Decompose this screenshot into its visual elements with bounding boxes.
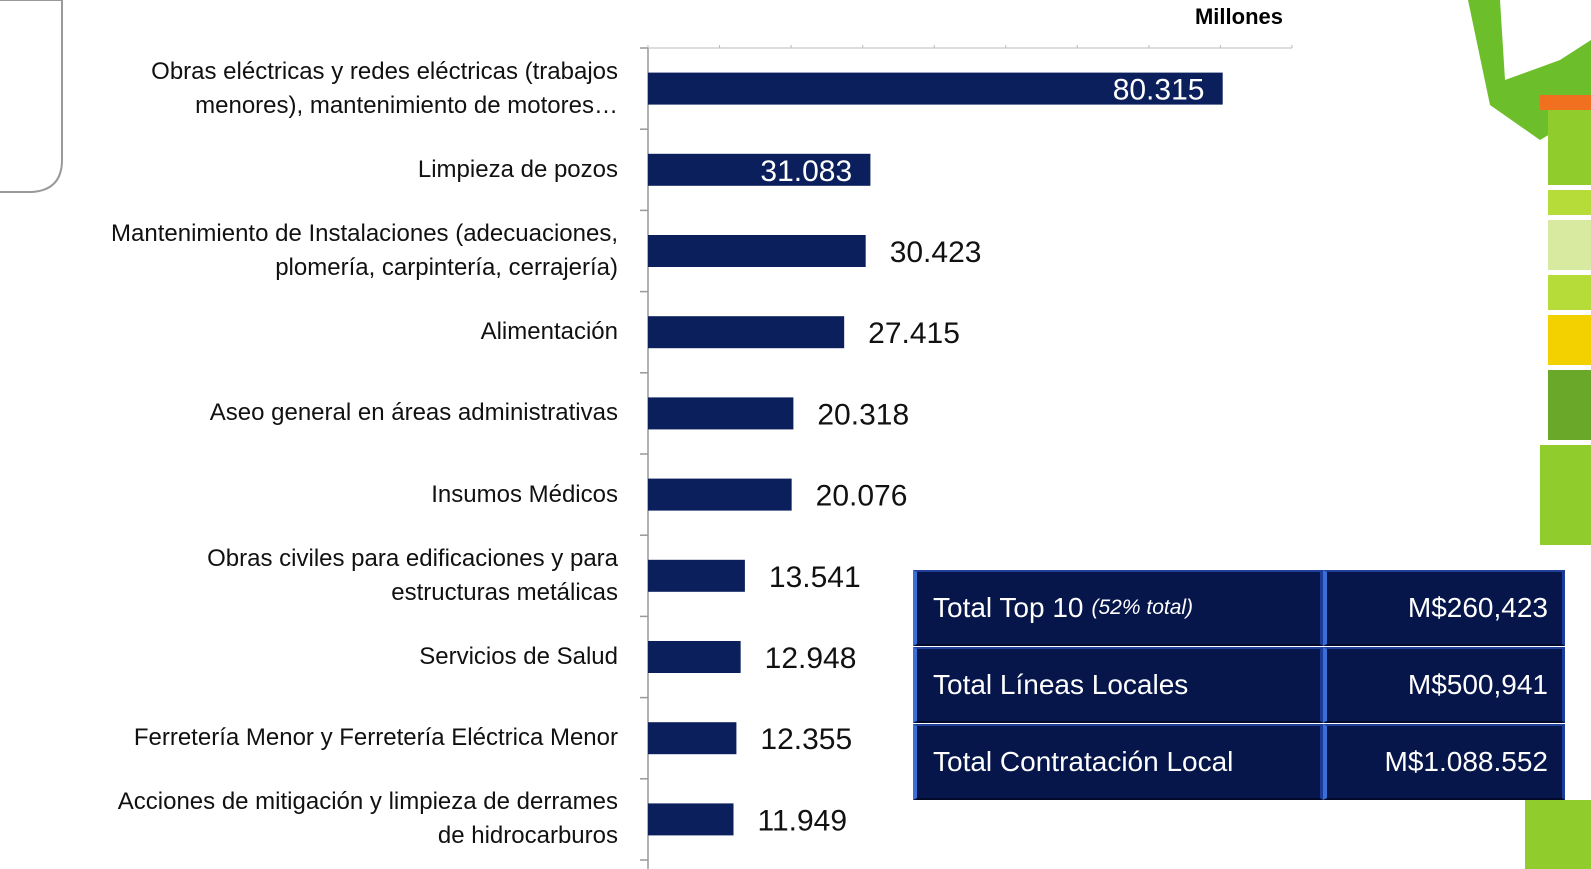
category-label: Aseo general en áreas administrativas bbox=[209, 399, 618, 427]
row-label-cell: Total Top 10 (52% total) bbox=[913, 570, 1323, 646]
category-label: Alimentación bbox=[480, 318, 618, 346]
value-label: 12.355 bbox=[760, 723, 852, 756]
bar bbox=[648, 559, 745, 592]
row-value: M$260,423 bbox=[1323, 570, 1565, 646]
bar bbox=[648, 397, 794, 430]
bar bbox=[648, 478, 792, 511]
totals-table: Total Top 10 (52% total) M$260,423 Total Lí… bbox=[913, 570, 1565, 801]
table-row: Total Líneas Locales M$500,941 bbox=[913, 647, 1565, 723]
category-label: Acciones de mitigación y limpieza de der… bbox=[117, 788, 618, 850]
category-label: Insumos Médicos bbox=[431, 480, 618, 508]
panel-outline bbox=[0, 0, 63, 193]
table-row: Total Top 10 (52% total) M$260,423 bbox=[913, 570, 1565, 646]
value-label: 20.076 bbox=[816, 480, 908, 513]
bar bbox=[648, 72, 1223, 105]
row-label-cell: Total Líneas Locales bbox=[913, 647, 1323, 723]
value-label: 20.318 bbox=[817, 398, 909, 431]
bar bbox=[648, 316, 845, 349]
value-label: 30.423 bbox=[890, 236, 982, 269]
row-label: Total Top 10 bbox=[933, 592, 1084, 623]
decoration bbox=[1468, 0, 1591, 869]
category-label: Obras civiles para edificaciones y para … bbox=[207, 544, 618, 606]
category-label: Servicios de Salud bbox=[419, 643, 618, 670]
category-label: Ferretería Menor y Ferretería Eléctrica … bbox=[133, 724, 618, 752]
value-label: 11.949 bbox=[758, 804, 848, 837]
bar bbox=[648, 722, 737, 755]
row-label-cell: Total Contratación Local bbox=[913, 724, 1323, 800]
category-label: Obras eléctricas y redes eléctricas (tra… bbox=[151, 57, 618, 119]
value-label: 13.541 bbox=[769, 561, 861, 594]
bar bbox=[648, 641, 741, 673]
value-label: 31.083 bbox=[760, 155, 852, 188]
row-value: M$1.088.552 bbox=[1323, 724, 1565, 800]
category-label: Limpieza de pozos bbox=[417, 155, 618, 183]
row-note: (52% total) bbox=[1091, 596, 1194, 619]
axis-unit: Millones bbox=[1195, 4, 1283, 29]
bar bbox=[648, 153, 871, 186]
table-row: Total Contratación Local M$1.088.552 bbox=[913, 724, 1565, 800]
row-label: Total Líneas Locales bbox=[933, 669, 1189, 700]
value-label: 27.415 bbox=[868, 317, 960, 350]
bar bbox=[648, 235, 866, 267]
bar bbox=[648, 803, 734, 836]
value-label: 80.315 bbox=[1113, 74, 1205, 107]
category-label: Mantenimiento de Instalaciones (adecuaci… bbox=[111, 220, 618, 281]
row-value: M$500,941 bbox=[1323, 647, 1565, 723]
row-label: Total Contratación Local bbox=[933, 746, 1234, 777]
value-label: 12.948 bbox=[765, 642, 857, 675]
